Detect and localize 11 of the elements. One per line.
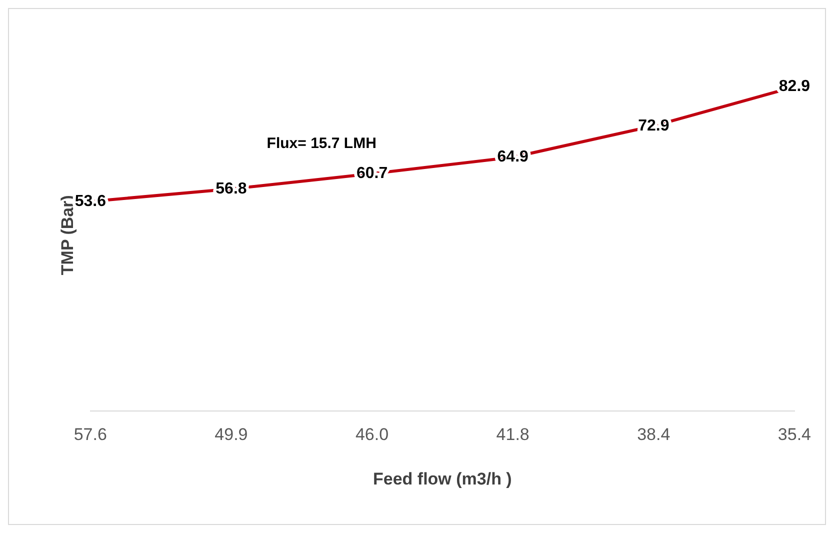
x-tick-label: 38.4 bbox=[637, 425, 670, 444]
x-tick-label: 57.6 bbox=[74, 425, 107, 444]
data-label: 53.6 bbox=[74, 192, 106, 210]
y-axis-title: TMP (Bar) bbox=[58, 195, 77, 276]
annotation: Flux= 15.7 LMH bbox=[266, 134, 376, 152]
x-tick-label: 46.0 bbox=[355, 425, 389, 444]
x-axis-title: Feed flow (m3/h ) bbox=[373, 469, 512, 488]
x-tick-label: 35.4 bbox=[778, 425, 812, 444]
x-tick-label: 49.9 bbox=[214, 425, 248, 444]
x-tick-label: 41.8 bbox=[496, 425, 530, 444]
data-label: 82.9 bbox=[778, 78, 810, 96]
